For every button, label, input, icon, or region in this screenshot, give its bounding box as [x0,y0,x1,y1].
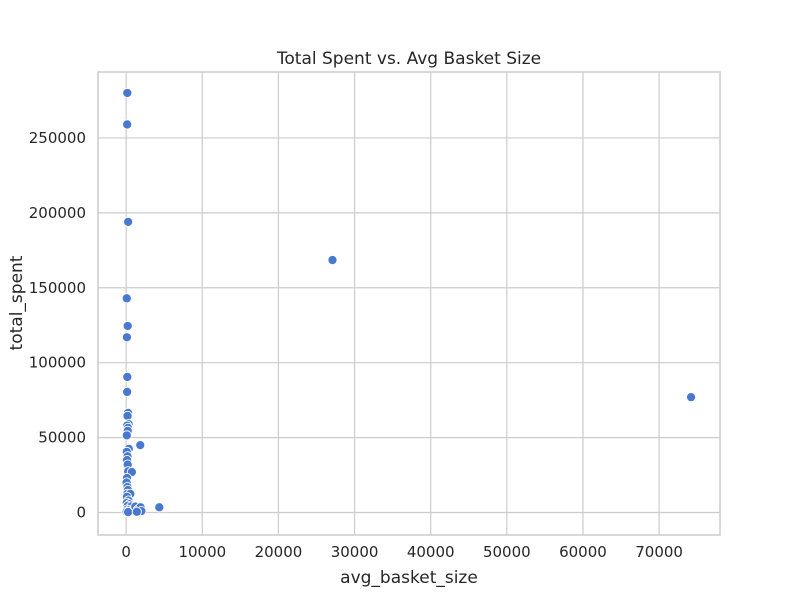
data-point [686,392,697,403]
data-points [121,87,697,518]
x-tick-label: 30000 [331,543,379,561]
x-tick-label: 10000 [178,543,226,561]
data-point [154,502,165,513]
data-point [122,386,133,397]
data-point [135,440,146,451]
data-point [121,293,132,304]
data-point [122,320,133,332]
data-point [122,410,133,421]
data-point [121,332,132,343]
y-tick-label: 150000 [29,279,86,297]
x-axis-ticks: 0 10000 20000 30000 40000 50000 60000 70000 [121,543,683,561]
y-axis-ticks: 0 50000 100000 150000 200000 250000 [29,129,86,522]
data-point [327,254,338,266]
y-axis-label: total_spent [7,255,27,350]
x-tick-label: 70000 [635,543,683,561]
x-tick-label: 50000 [483,543,531,561]
data-point [123,216,134,227]
y-tick-label: 100000 [29,354,86,372]
grid-lines [98,72,720,535]
y-tick-label: 250000 [29,129,86,147]
y-tick-label: 200000 [29,204,86,222]
x-tick-label: 40000 [407,543,455,561]
x-tick-label: 20000 [255,543,303,561]
y-tick-label: 0 [76,504,86,522]
x-tick-label: 60000 [559,543,607,561]
x-tick-label: 0 [121,543,131,561]
x-axis-label: avg_basket_size [340,568,478,588]
chart-title: Total Spent vs. Avg Basket Size [276,49,541,69]
data-point [131,506,142,517]
data-point [122,371,133,382]
data-point [121,430,132,441]
y-tick-label: 50000 [38,429,86,447]
data-point [122,87,133,99]
plot-area-frame [97,71,721,536]
data-point [122,119,133,130]
